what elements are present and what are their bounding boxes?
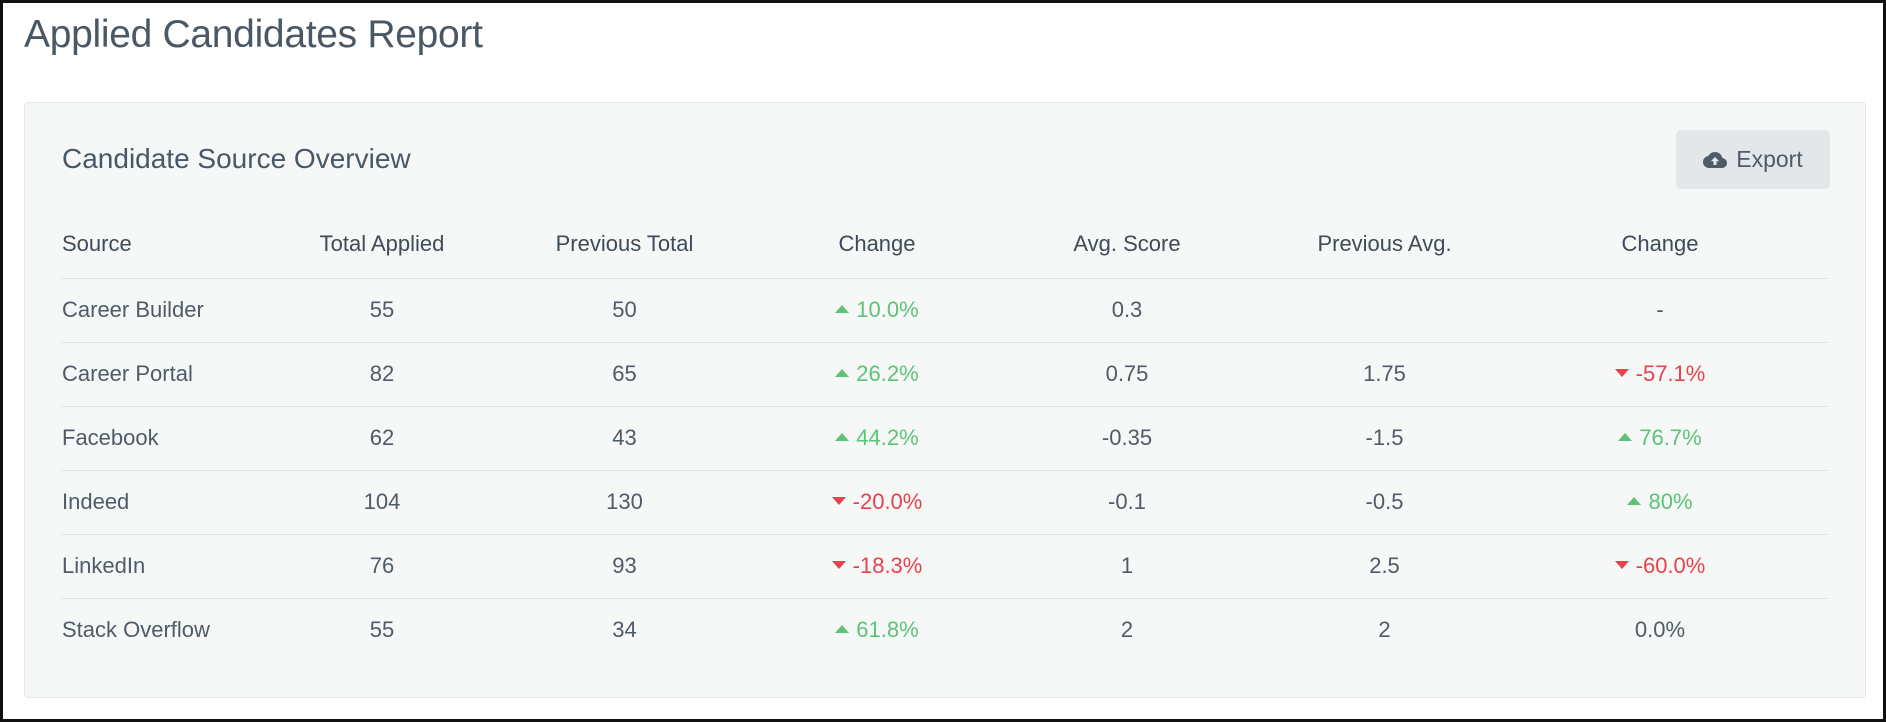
cell-change: 44.2% — [777, 406, 977, 471]
cell-avg-change: -60.0% — [1492, 534, 1828, 599]
cell-source: Indeed — [62, 470, 292, 535]
cell-change: 26.2% — [777, 342, 977, 407]
cell-previous-avg — [1277, 278, 1492, 343]
table-row: Stack Overflow 55 34 61.8% 2 2 0.0% — [62, 598, 1828, 662]
triangle-up-icon — [835, 625, 850, 634]
change-value: -60.0% — [1635, 553, 1706, 578]
cell-previous-total: 130 — [472, 470, 777, 535]
change-value: -57.1% — [1635, 361, 1706, 386]
cell-total-applied: 55 — [369, 617, 395, 643]
triangle-up-icon — [835, 433, 850, 442]
cell-change: 61.8% — [777, 598, 977, 662]
triangle-down-icon — [1614, 369, 1629, 378]
triangle-up-icon — [835, 369, 850, 378]
triangle-up-icon — [1618, 433, 1633, 442]
cell-source: LinkedIn — [62, 534, 292, 599]
change-indicator: -20.0% — [831, 489, 923, 514]
header-previous-total[interactable]: Previous Total — [472, 211, 777, 279]
cell-source: Career Builder — [62, 278, 292, 343]
table-row: Indeed 104 130 -20.0% -0.1 -0.5 80% — [62, 470, 1828, 535]
triangle-down-icon — [831, 561, 846, 570]
change-indicator: 26.2% — [835, 361, 919, 386]
change-value: 44.2% — [856, 425, 919, 450]
triangle-down-icon — [831, 497, 846, 506]
candidate-source-panel: Candidate Source Overview Export Source … — [24, 102, 1866, 698]
cell-total-applied: 76 — [292, 534, 472, 599]
change-indicator: 10.0% — [835, 297, 919, 322]
cell-total-applied: 82 — [292, 342, 472, 407]
cell-source: Career Portal — [62, 342, 292, 407]
table-row: Career Builder 55 50 10.0% 0.3 - — [62, 278, 1828, 343]
page-title: Applied Candidates Report — [24, 13, 483, 56]
table-header-row: Source Total Applied Previous Total Chan… — [62, 211, 1828, 279]
change-value: 80% — [1648, 489, 1693, 514]
cell-avg-score: -0.35 — [977, 406, 1277, 471]
change-indicator: 76.7% — [1618, 425, 1702, 450]
change-value: -20.0% — [852, 489, 923, 514]
change-value: 61.8% — [856, 617, 919, 643]
header-change[interactable]: Change — [777, 211, 977, 279]
cell-avg-change: -57.1% — [1492, 342, 1828, 407]
header-previous-avg[interactable]: Previous Avg. — [1277, 211, 1492, 279]
cell-total-applied: 104 — [292, 470, 472, 535]
cell-avg-change: 0.0% — [1634, 617, 1686, 643]
cell-change: 10.0% — [777, 278, 977, 343]
cell-change: -20.0% — [777, 470, 977, 535]
header-avg-change[interactable]: Change — [1492, 211, 1828, 279]
cell-source: Facebook — [62, 406, 292, 471]
change-indicator: -18.3% — [831, 553, 923, 578]
cell-avg-score: 2 — [1120, 617, 1134, 643]
change-indicator: 61.8% — [835, 617, 919, 643]
triangle-down-icon — [1614, 561, 1629, 570]
table-row: Facebook 62 43 44.2% -0.35 -1.5 76.7% — [62, 406, 1828, 471]
cell-previous-avg: 1.75 — [1277, 342, 1492, 407]
cell-previous-total: 43 — [472, 406, 777, 471]
panel-title: Candidate Source Overview — [62, 143, 411, 174]
cell-previous-total: 65 — [472, 342, 777, 407]
triangle-up-icon — [835, 305, 850, 314]
cell-avg-score: 1 — [977, 534, 1277, 599]
cell-change: -18.3% — [777, 534, 977, 599]
cell-total-applied: 62 — [292, 406, 472, 471]
cell-previous-avg: 2.5 — [1277, 534, 1492, 599]
table-row: Career Portal 82 65 26.2% 0.75 1.75 -57.1% — [62, 342, 1828, 407]
table-row: LinkedIn 76 93 -18.3% 1 2.5 -60.0% — [62, 534, 1828, 599]
change-value: -18.3% — [852, 553, 923, 578]
cell-previous-total: 93 — [472, 534, 777, 599]
cell-avg-score: -0.1 — [977, 470, 1277, 535]
cell-source: Stack Overflow — [62, 617, 210, 643]
cell-avg-change: 80% — [1492, 470, 1828, 535]
header-avg-score[interactable]: Avg. Score — [977, 211, 1277, 279]
change-indicator: -57.1% — [1614, 361, 1706, 386]
cell-avg-score: 0.75 — [977, 342, 1277, 407]
table-body: Career Builder 55 50 10.0% 0.3- Career Portal… — [62, 278, 1828, 662]
change-value: 26.2% — [856, 361, 919, 386]
cell-previous-total: 50 — [472, 278, 777, 343]
cell-avg-change: - — [1492, 278, 1828, 343]
export-label: Export — [1736, 146, 1803, 172]
header-total-applied[interactable]: Total Applied — [292, 211, 472, 279]
cell-total-applied: 55 — [292, 278, 472, 343]
header-source[interactable]: Source — [62, 211, 292, 279]
change-indicator: 80% — [1627, 489, 1693, 514]
export-button[interactable]: Export — [1676, 130, 1830, 189]
change-indicator: 44.2% — [835, 425, 919, 450]
change-value: 10.0% — [856, 297, 919, 322]
cell-previous-avg: -1.5 — [1277, 406, 1492, 471]
source-table: Source Total Applied Previous Total Chan… — [62, 211, 1828, 662]
cell-avg-change: 76.7% — [1492, 406, 1828, 471]
cell-previous-total: 34 — [612, 617, 637, 643]
cell-avg-score: 0.3 — [977, 278, 1277, 343]
triangle-up-icon — [1627, 497, 1642, 506]
change-indicator: -60.0% — [1614, 553, 1706, 578]
change-value: 76.7% — [1639, 425, 1702, 450]
cloud-upload-icon — [1703, 151, 1728, 169]
cell-previous-avg: 2 — [1378, 617, 1391, 643]
cell-previous-avg: -0.5 — [1277, 470, 1492, 535]
